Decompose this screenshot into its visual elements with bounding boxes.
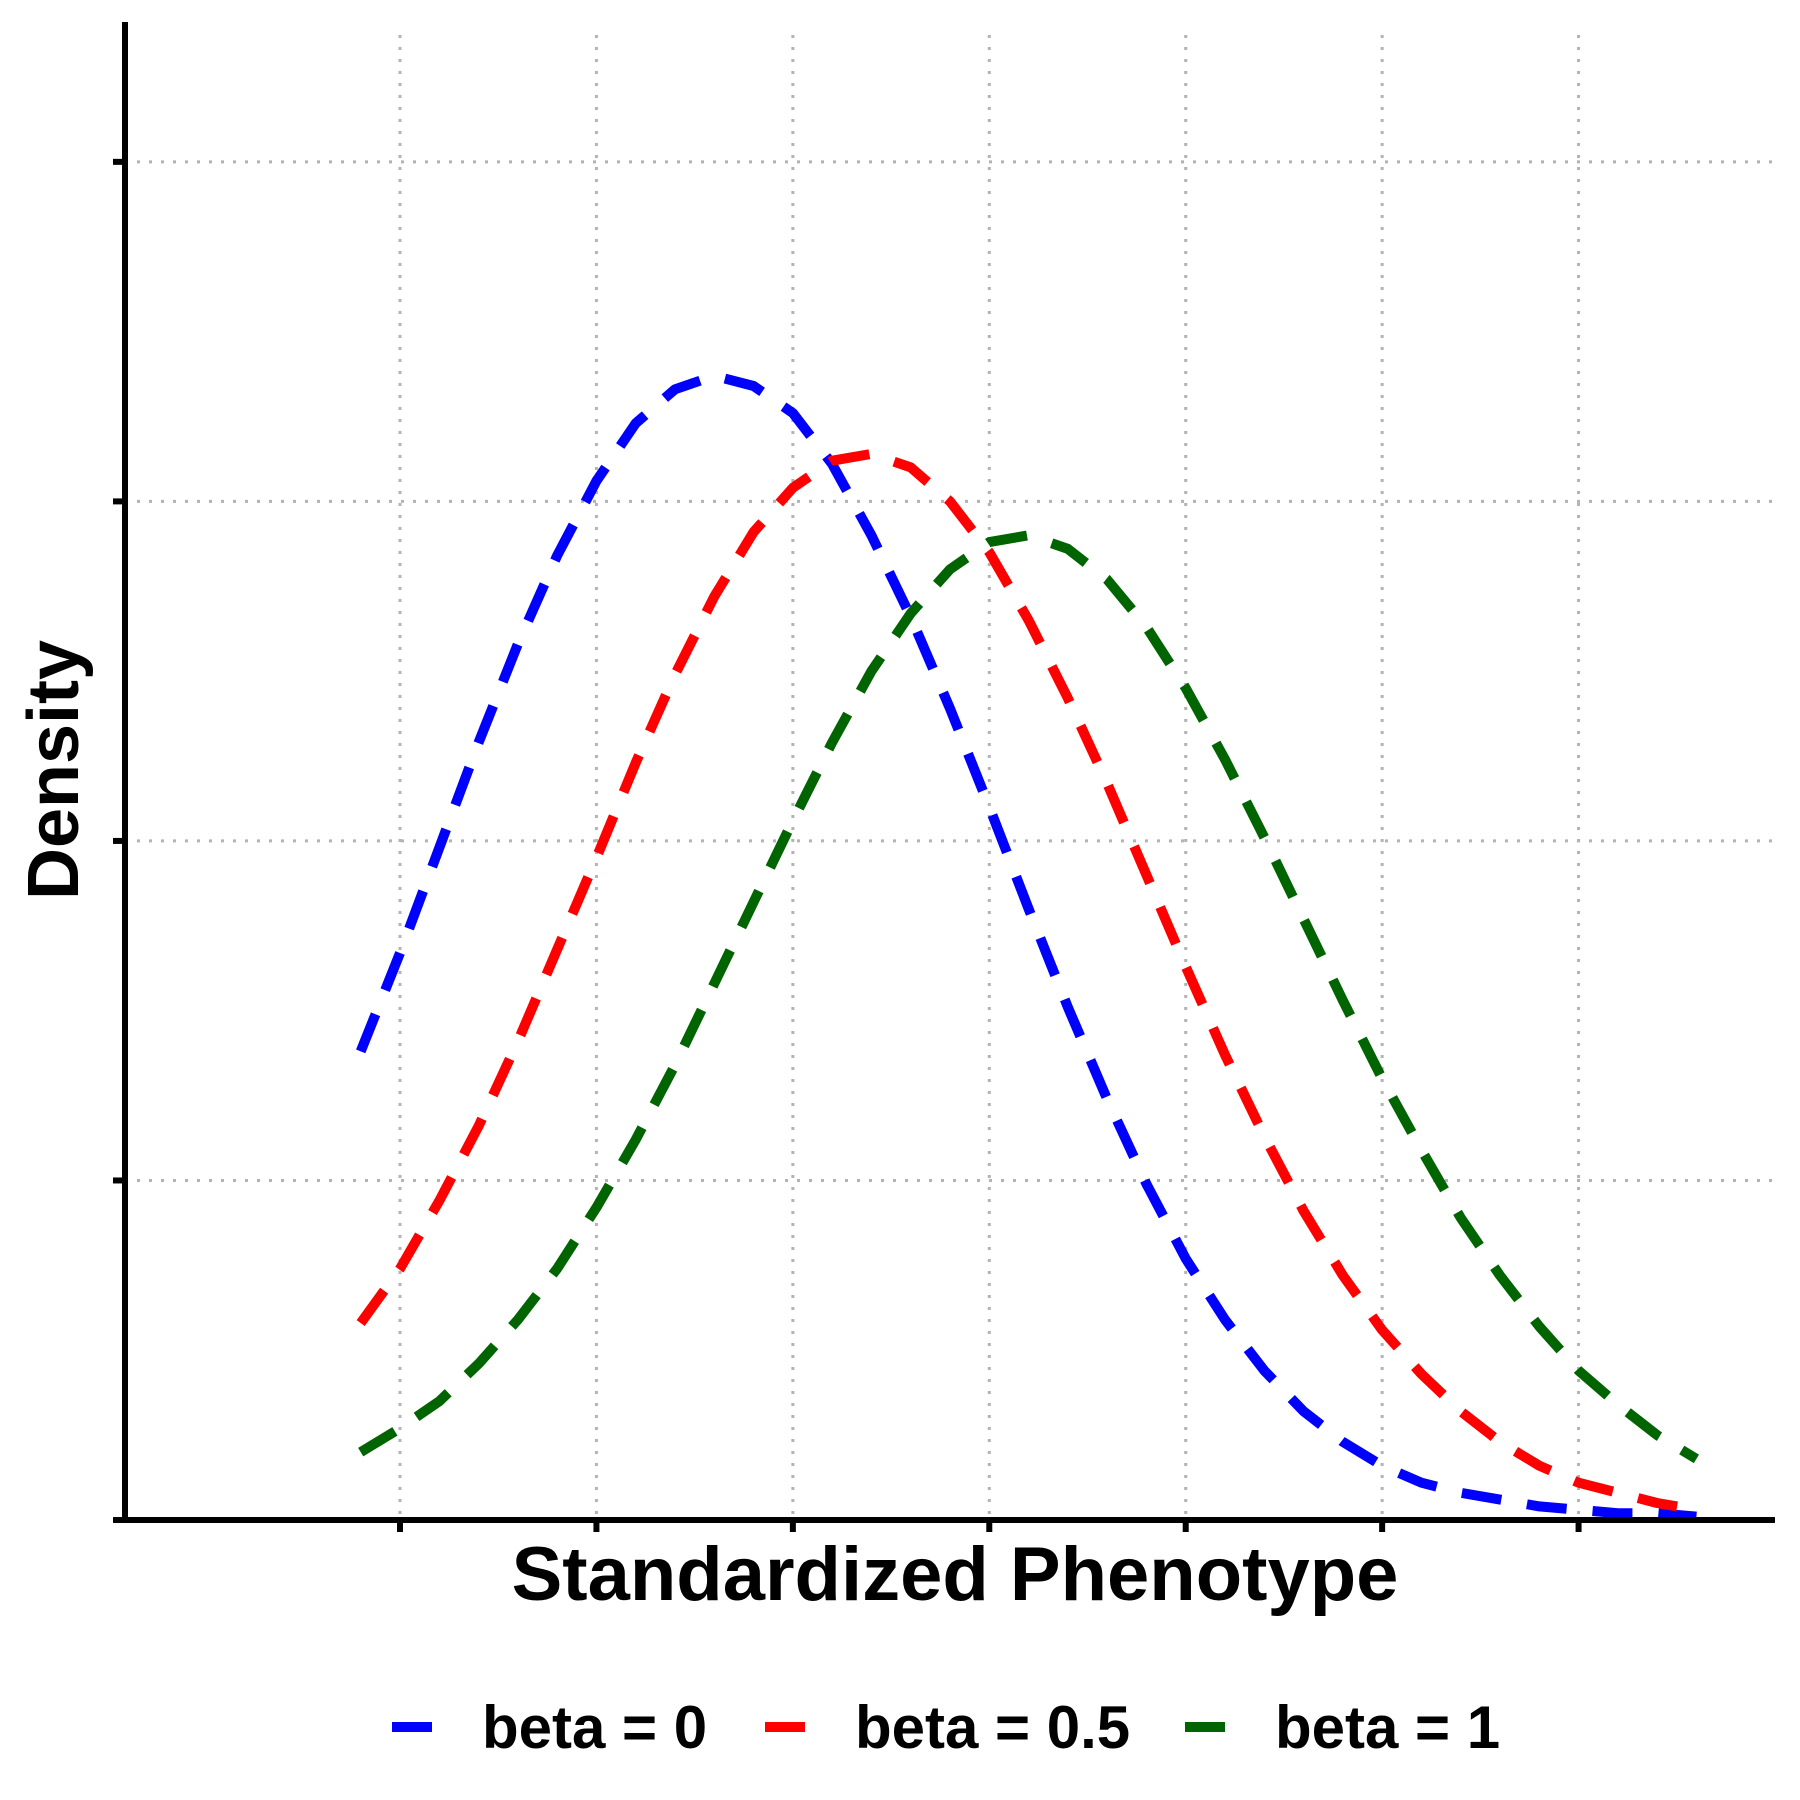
legend-label-2: beta = 0.5 [855, 1694, 1130, 1761]
legend: beta = 0 beta = 0.5 beta = 1 [392, 1694, 1500, 1761]
series-line-3 [358, 530, 1699, 1464]
series-line-2 [356, 448, 1698, 1515]
series-line-1 [356, 370, 1697, 1522]
series-layer [356, 370, 1699, 1522]
legend-label-3: beta = 1 [1275, 1694, 1500, 1761]
y-axis-title: Density [14, 640, 94, 900]
axis-layer [113, 22, 1775, 1532]
legend-label-1: beta = 0 [482, 1694, 707, 1761]
grid-layer [125, 35, 1775, 1522]
x-axis-title: Standardized Phenotype [512, 1532, 1399, 1617]
